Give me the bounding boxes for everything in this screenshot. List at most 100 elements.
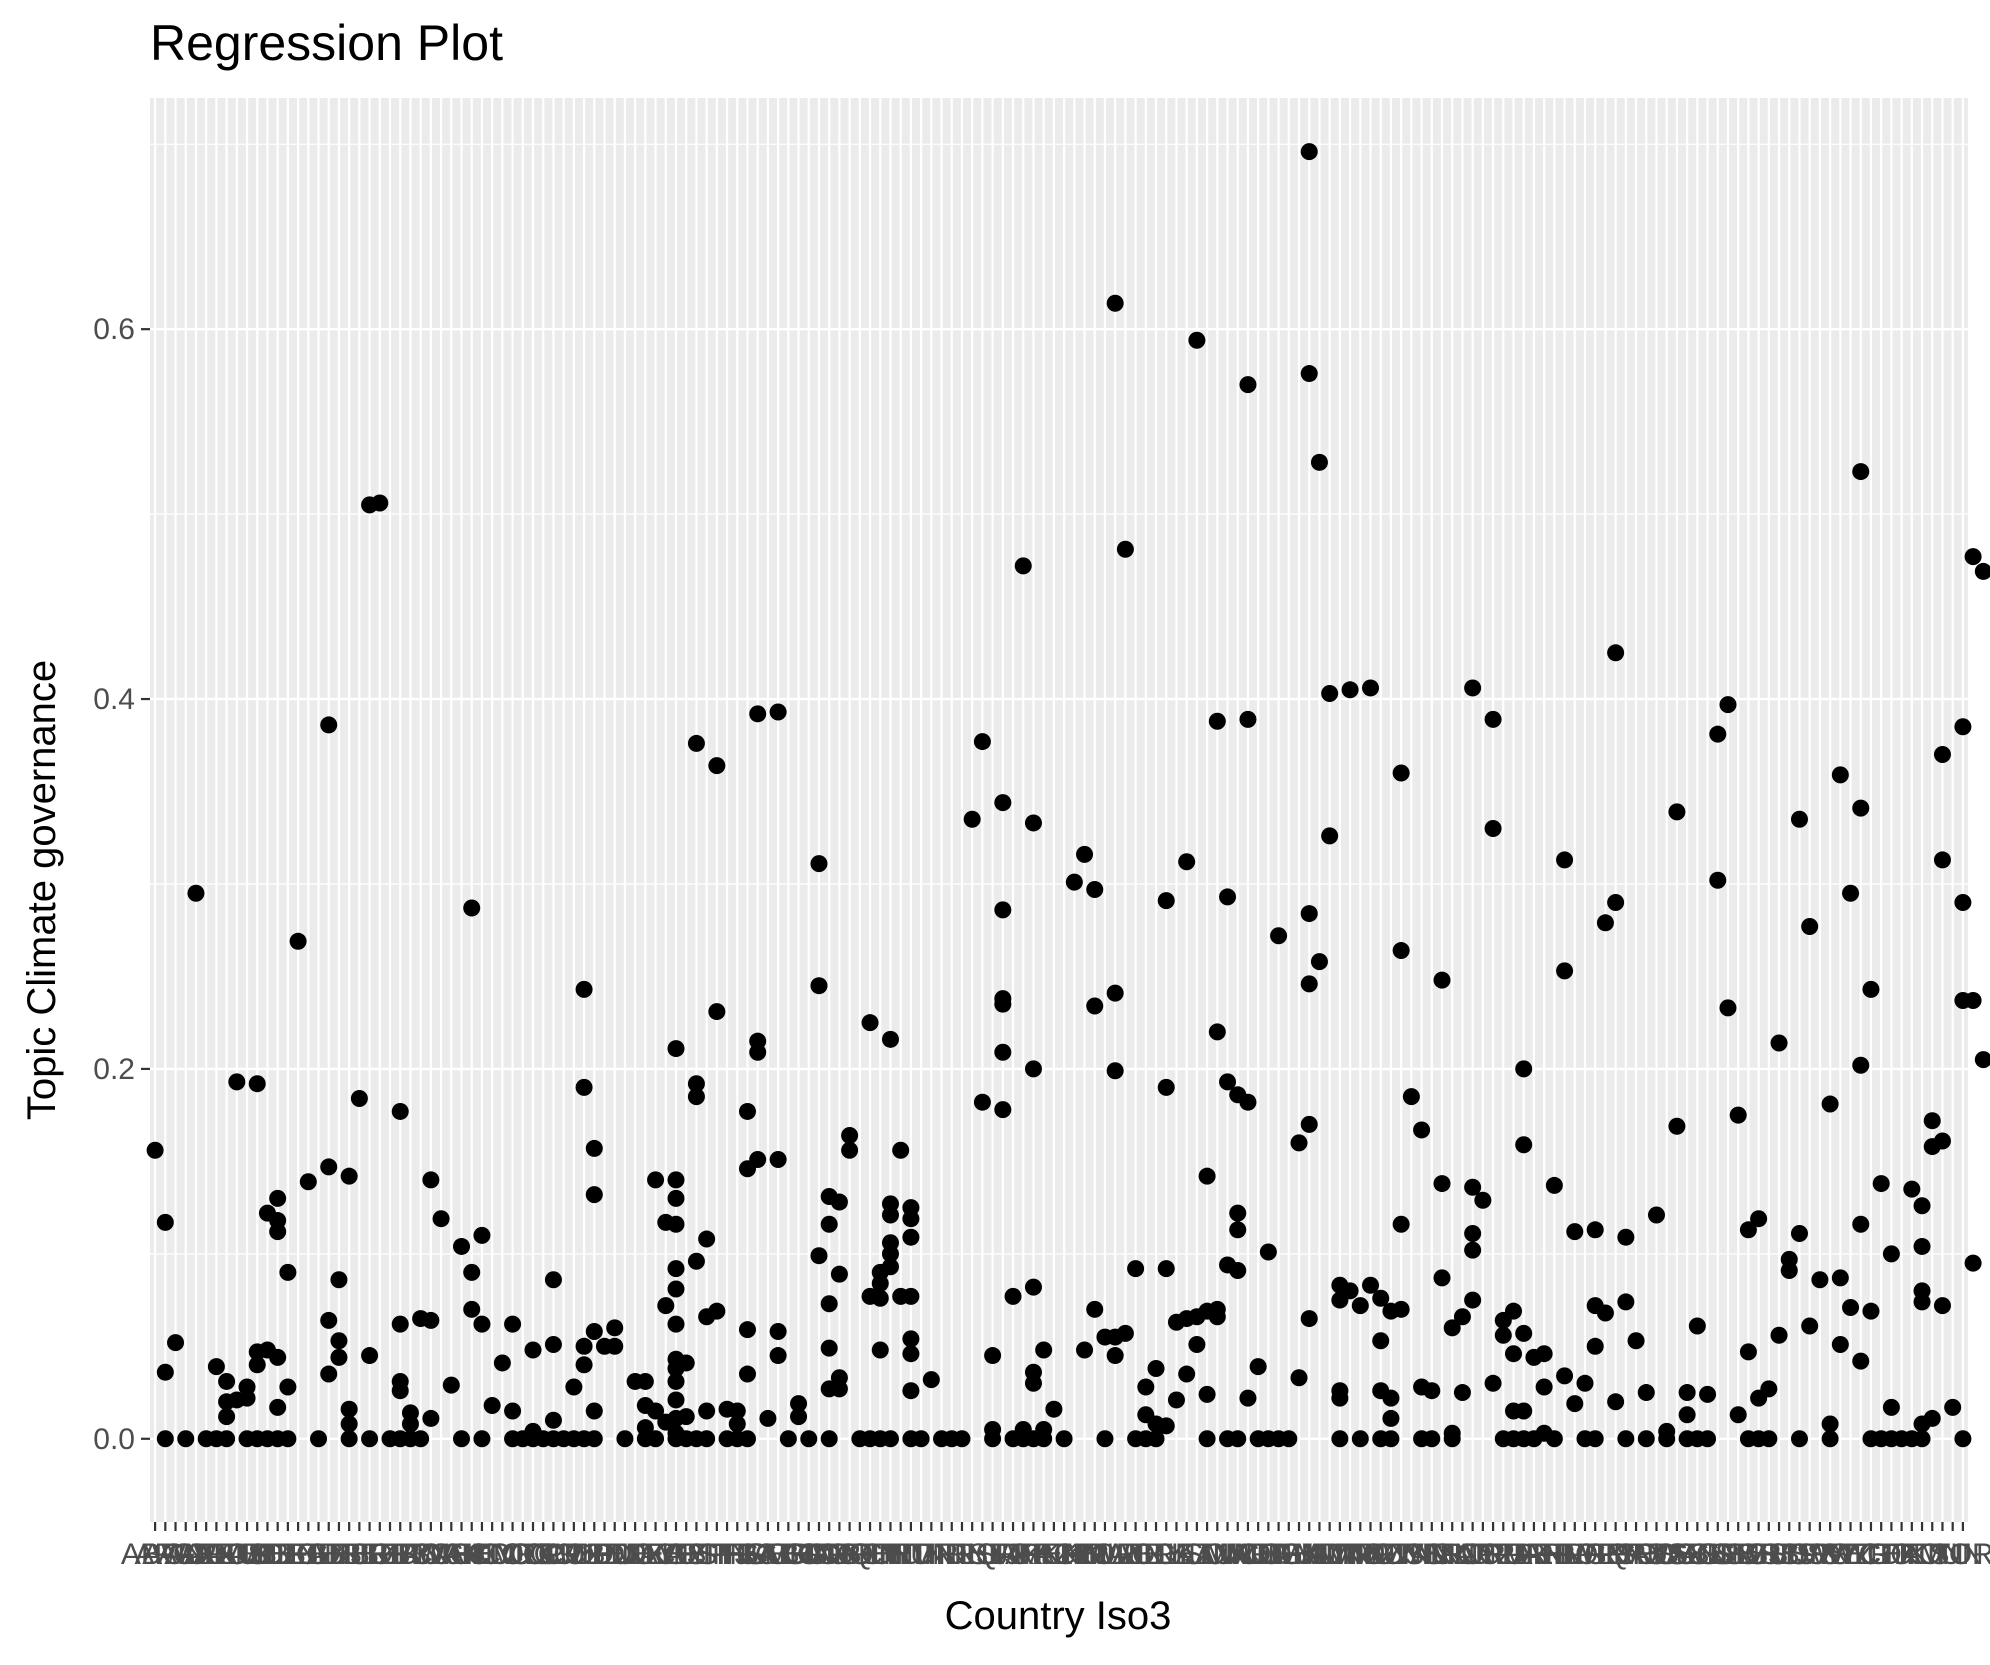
x-tick-label: SLE xyxy=(1700,1538,1757,1571)
x-tick-label: MDG xyxy=(1233,1538,1303,1571)
data-point xyxy=(1198,1430,1216,1448)
data-point xyxy=(320,1158,338,1176)
data-point xyxy=(922,1371,940,1389)
x-tick-label: NGA xyxy=(1409,1538,1474,1571)
x-tick-label: PRY xyxy=(1585,1538,1646,1571)
data-point xyxy=(1219,1073,1237,1091)
x-tick-label: BGR xyxy=(286,1538,351,1571)
x-tick-label: HRV xyxy=(869,1538,932,1571)
data-point xyxy=(1219,888,1237,906)
data-point xyxy=(1351,1297,1369,1315)
x-tick-label: IRN xyxy=(936,1538,988,1571)
data-point xyxy=(1464,1241,1482,1259)
data-point xyxy=(330,1271,348,1289)
data-point xyxy=(340,1430,358,1448)
data-point xyxy=(1270,927,1288,945)
data-point xyxy=(1862,980,1880,998)
data-point xyxy=(1607,893,1625,911)
data-points xyxy=(146,143,1990,1448)
data-point xyxy=(1790,1225,1808,1243)
data-point xyxy=(289,932,307,950)
data-point xyxy=(1096,1430,1114,1448)
x-tick-label: SYC xyxy=(1820,1538,1882,1571)
x-tick-label: BLR xyxy=(330,1538,388,1571)
data-point xyxy=(1494,1326,1512,1344)
data-point xyxy=(575,1078,593,1096)
data-point xyxy=(1106,1062,1124,1080)
x-tick-label: ISR xyxy=(968,1538,1018,1571)
data-point xyxy=(841,1126,859,1144)
data-point xyxy=(810,855,828,873)
data-point xyxy=(1729,1106,1747,1124)
data-point xyxy=(1116,540,1134,558)
data-point xyxy=(1157,1078,1175,1096)
y-tick-label: 0.0 xyxy=(93,1423,135,1456)
x-tick-label: CAN xyxy=(420,1538,483,1571)
data-point xyxy=(1617,1228,1635,1246)
data-point xyxy=(994,794,1012,812)
data-point xyxy=(1300,365,1318,383)
data-point xyxy=(1464,1225,1482,1243)
data-point xyxy=(1127,1260,1145,1278)
x-tick-label: ALB xyxy=(157,1538,214,1571)
data-point xyxy=(1372,1289,1390,1307)
data-point xyxy=(1372,1332,1390,1350)
data-point xyxy=(218,1408,236,1426)
data-point xyxy=(1188,331,1206,349)
data-point xyxy=(218,1372,236,1390)
x-tick-label: AFG xyxy=(134,1538,196,1571)
data-point xyxy=(647,1402,665,1420)
data-point xyxy=(1004,1287,1022,1305)
x-tick-label: GUY xyxy=(848,1538,913,1571)
x-tick-label: BRB xyxy=(369,1538,431,1571)
data-point xyxy=(1014,557,1032,575)
data-point xyxy=(473,1315,491,1333)
data-point xyxy=(1443,1430,1461,1448)
x-tick-label: GAB xyxy=(736,1538,799,1571)
x-tick-label: RWA xyxy=(1633,1538,1701,1571)
data-point xyxy=(1913,1293,1931,1311)
data-point xyxy=(1433,1175,1451,1193)
data-point xyxy=(1076,845,1094,863)
x-tick-label: OMN xyxy=(1479,1538,1549,1571)
data-point xyxy=(422,1171,440,1189)
data-point xyxy=(871,1274,889,1292)
data-point xyxy=(728,1415,746,1433)
data-point xyxy=(1617,1430,1635,1448)
data-point xyxy=(1065,873,1083,891)
data-point xyxy=(667,1189,685,1207)
x-tick-label: BDI xyxy=(242,1538,292,1571)
data-point xyxy=(1852,1215,1870,1233)
x-tick-label: CAF xyxy=(411,1538,471,1571)
x-tick-label: PRK xyxy=(1564,1538,1626,1571)
data-point xyxy=(1045,1400,1063,1418)
x-tick-label: BEN xyxy=(257,1538,319,1571)
x-tick-label: SWZ xyxy=(1807,1538,1874,1571)
data-point xyxy=(1933,851,1951,869)
x-tick-label: MOZ xyxy=(1337,1538,1404,1571)
x-tick-label: MHL xyxy=(1267,1538,1330,1571)
x-tick-label: RUS xyxy=(1625,1538,1688,1571)
x-tick-label: ESP xyxy=(666,1538,726,1571)
data-point xyxy=(667,1040,685,1058)
x-tick-label: GEO xyxy=(755,1538,822,1571)
data-point xyxy=(749,1151,767,1169)
x-tick-label: ARM xyxy=(193,1538,260,1571)
data-point xyxy=(708,1302,726,1320)
data-point xyxy=(1362,1276,1380,1294)
x-tick-label: LAO xyxy=(1095,1538,1155,1571)
data-point xyxy=(1147,1360,1165,1378)
x-tick-label: NIC xyxy=(1426,1538,1478,1571)
x-tick-label: JOR xyxy=(993,1538,1053,1571)
x-tick-label: FIN xyxy=(703,1538,751,1571)
data-point xyxy=(790,1408,808,1426)
data-point xyxy=(1954,718,1972,736)
data-point xyxy=(340,1415,358,1433)
plot-panel xyxy=(150,98,1968,1522)
x-tick-label: CZE xyxy=(564,1538,624,1571)
x-tick-label: ETH xyxy=(687,1538,747,1571)
data-point xyxy=(1413,1121,1431,1139)
x-tick-label: TLS xyxy=(1895,1538,1950,1571)
x-tick-label: CHE xyxy=(430,1538,493,1571)
data-point xyxy=(1300,1115,1318,1133)
